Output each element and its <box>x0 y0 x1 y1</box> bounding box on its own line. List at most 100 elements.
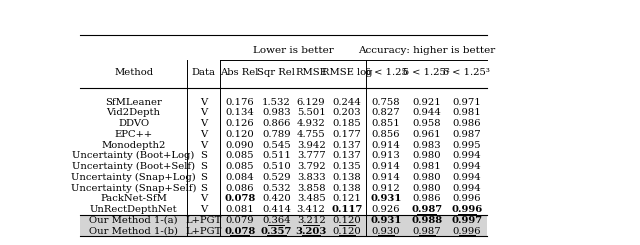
Text: δ < 1.25: δ < 1.25 <box>365 68 408 77</box>
Text: 0.987: 0.987 <box>412 227 441 235</box>
Text: 3.777: 3.777 <box>297 151 326 160</box>
Text: 0.926: 0.926 <box>372 205 400 214</box>
Text: Sqr Rel: Sqr Rel <box>257 68 295 77</box>
Text: 0.912: 0.912 <box>372 184 401 193</box>
Text: Lower is better: Lower is better <box>253 46 333 55</box>
Text: Vid2Depth: Vid2Depth <box>107 108 161 117</box>
Text: L+PGT: L+PGT <box>186 227 221 235</box>
Text: 0.117: 0.117 <box>331 205 362 214</box>
Text: 0.961: 0.961 <box>412 130 441 139</box>
Text: 0.185: 0.185 <box>332 119 361 128</box>
Text: 0.120: 0.120 <box>332 216 361 225</box>
Text: 0.244: 0.244 <box>332 98 362 107</box>
Text: 0.090: 0.090 <box>225 141 254 149</box>
Text: 0.994: 0.994 <box>452 184 481 193</box>
Text: 0.510: 0.510 <box>262 162 291 171</box>
Text: δ < 1.25³: δ < 1.25³ <box>444 68 490 77</box>
Text: 0.913: 0.913 <box>372 151 401 160</box>
Text: 1.532: 1.532 <box>262 98 291 107</box>
Text: 0.986: 0.986 <box>452 119 481 128</box>
Text: 0.866: 0.866 <box>262 119 291 128</box>
Text: 0.931: 0.931 <box>371 194 402 203</box>
Text: 0.997: 0.997 <box>451 216 483 225</box>
Text: V: V <box>200 108 207 117</box>
Text: Data: Data <box>191 68 216 77</box>
Text: 0.364: 0.364 <box>262 216 291 225</box>
Text: 0.971: 0.971 <box>452 98 481 107</box>
Text: 0.138: 0.138 <box>332 173 361 182</box>
Text: 3.485: 3.485 <box>297 194 326 203</box>
Text: 0.980: 0.980 <box>412 173 441 182</box>
Text: RMSE: RMSE <box>295 68 327 77</box>
Text: 0.789: 0.789 <box>262 130 291 139</box>
Text: 0.529: 0.529 <box>262 173 291 182</box>
Text: 0.120: 0.120 <box>332 227 361 235</box>
Text: 0.983: 0.983 <box>262 108 291 117</box>
Text: δ < 1.25²: δ < 1.25² <box>403 68 450 77</box>
Text: 0.121: 0.121 <box>332 194 362 203</box>
Text: S: S <box>200 151 207 160</box>
Text: 3.858: 3.858 <box>297 184 326 193</box>
Text: 0.135: 0.135 <box>332 162 361 171</box>
Text: 0.996: 0.996 <box>452 227 481 235</box>
Text: 3.412: 3.412 <box>297 205 326 214</box>
Text: PackNet-SfM: PackNet-SfM <box>100 194 167 203</box>
Text: 0.914: 0.914 <box>372 173 401 182</box>
Text: 0.930: 0.930 <box>372 227 401 235</box>
Text: 0.078: 0.078 <box>224 227 255 235</box>
Text: UnRectDepthNet: UnRectDepthNet <box>90 205 177 214</box>
Text: 0.944: 0.944 <box>412 108 441 117</box>
Text: 0.177: 0.177 <box>332 130 361 139</box>
Text: V: V <box>200 194 207 203</box>
Text: S: S <box>200 162 207 171</box>
Text: 0.081: 0.081 <box>225 205 254 214</box>
Text: V: V <box>200 119 207 128</box>
Text: 0.996: 0.996 <box>452 194 481 203</box>
Text: 0.851: 0.851 <box>372 119 401 128</box>
Text: L+PGT: L+PGT <box>186 216 221 225</box>
Text: 0.137: 0.137 <box>332 151 361 160</box>
Text: 0.078: 0.078 <box>224 194 255 203</box>
Text: Monodepth2: Monodepth2 <box>101 141 166 149</box>
Text: 0.981: 0.981 <box>452 108 481 117</box>
Text: 0.856: 0.856 <box>372 130 400 139</box>
Text: 0.138: 0.138 <box>332 184 361 193</box>
Text: 0.986: 0.986 <box>412 194 441 203</box>
Text: V: V <box>200 130 207 139</box>
Text: Uncertainty (Boot+Log): Uncertainty (Boot+Log) <box>72 151 195 160</box>
Text: 0.988: 0.988 <box>411 216 442 225</box>
Text: DDVO: DDVO <box>118 119 149 128</box>
Text: 0.357: 0.357 <box>260 227 292 235</box>
Text: 0.532: 0.532 <box>262 184 291 193</box>
Text: 0.511: 0.511 <box>262 151 291 160</box>
Text: 3.792: 3.792 <box>297 162 326 171</box>
Text: 0.987: 0.987 <box>452 130 481 139</box>
Text: 0.084: 0.084 <box>225 173 254 182</box>
Text: S: S <box>200 173 207 182</box>
Text: Abs Rel: Abs Rel <box>221 68 259 77</box>
Text: 4.932: 4.932 <box>297 119 326 128</box>
Text: Our Method 1-(a): Our Method 1-(a) <box>89 216 178 225</box>
Text: 0.137: 0.137 <box>332 141 361 149</box>
Text: Accuracy: higher is better: Accuracy: higher is better <box>358 46 495 55</box>
Text: 0.086: 0.086 <box>225 184 254 193</box>
Text: 0.176: 0.176 <box>225 98 254 107</box>
Text: Method: Method <box>114 68 153 77</box>
Text: 0.827: 0.827 <box>372 108 401 117</box>
Text: 0.085: 0.085 <box>225 151 254 160</box>
Text: 0.994: 0.994 <box>452 162 481 171</box>
Text: 0.987: 0.987 <box>411 205 442 214</box>
Text: 3.942: 3.942 <box>297 141 326 149</box>
Text: 0.995: 0.995 <box>452 141 481 149</box>
Text: 0.914: 0.914 <box>372 141 401 149</box>
FancyBboxPatch shape <box>81 226 486 236</box>
Text: Uncertainty (Snap+Log): Uncertainty (Snap+Log) <box>71 173 196 182</box>
Text: 0.981: 0.981 <box>412 162 441 171</box>
Text: 0.126: 0.126 <box>225 119 254 128</box>
Text: 0.545: 0.545 <box>262 141 291 149</box>
Text: V: V <box>200 141 207 149</box>
Text: V: V <box>200 98 207 107</box>
Text: SfMLeaner: SfMLeaner <box>105 98 162 107</box>
Text: 0.758: 0.758 <box>372 98 401 107</box>
Text: 5.501: 5.501 <box>297 108 326 117</box>
